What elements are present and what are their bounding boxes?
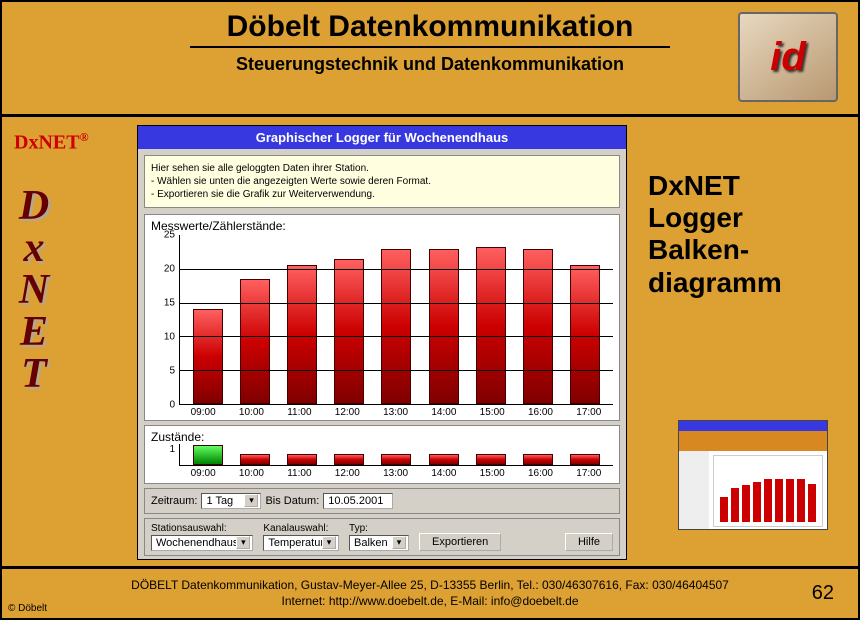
status-block [381, 454, 411, 465]
typ-dropdown[interactable]: Balken [349, 535, 409, 551]
chart-bars [180, 235, 613, 404]
kanal-dropdown[interactable]: Temperatur [263, 535, 339, 551]
bottom-controls: Stationsauswahl: Wochenendhaus Kanalausw… [144, 518, 620, 556]
station-dropdown[interactable]: Wochenendhaus [151, 535, 253, 551]
status-plot [179, 444, 613, 466]
company-logo: id [738, 12, 838, 102]
station-label: Stationsauswahl: [151, 523, 253, 534]
status-block [334, 454, 364, 465]
chart-bar [287, 265, 317, 404]
header-subtitle: Steuerungstechnik und Datenkommunikation [2, 54, 858, 75]
status-y-label: 1 [151, 444, 179, 466]
zeitraum-dropdown[interactable]: 1 Tag [201, 493, 261, 509]
status-block [523, 454, 553, 465]
dxnet-brand-badge: DxNET® [14, 130, 124, 155]
status-panel: Zustände: 1 09:0010:0011:0012:0013:0014:… [144, 425, 620, 484]
logger-window: Graphischer Logger für Wochenendhaus Hie… [137, 125, 627, 560]
time-controls: Zeitraum: 1 Tag Bis Datum: 10.05.2001 [144, 488, 620, 514]
status-block [240, 454, 270, 465]
status-block [287, 454, 317, 465]
page-number: 62 [812, 582, 834, 605]
chart-bar [381, 249, 411, 404]
left-sidebar: DxNET® DxNET [14, 130, 124, 395]
chart-bar [334, 259, 364, 404]
chart-plot [179, 235, 613, 405]
status-block [476, 454, 506, 465]
chart-bar [523, 249, 553, 404]
slide-headline: DxNETLoggerBalken-diagramm [648, 170, 838, 299]
slide: Döbelt Datenkommunikation Steuerungstech… [0, 0, 860, 620]
chart-bar [570, 265, 600, 404]
content-area: DxNET® DxNET Graphischer Logger für Woch… [2, 120, 858, 566]
footer-text: DÖBELT Datenkommunikation, Gustav-Meyer-… [2, 578, 858, 609]
main-chart-panel: Messwerte/Zählerstände: 0510152025 09:00… [144, 214, 620, 421]
y-axis: 0510152025 [151, 235, 179, 405]
right-panel: DxNETLoggerBalken-diagramm [648, 170, 838, 299]
copyright: © Döbelt [8, 603, 47, 614]
screenshot-thumbnail [678, 420, 828, 530]
status-block [570, 454, 600, 465]
bis-datum-field[interactable]: 10.05.2001 [323, 493, 393, 509]
status-x-axis: 09:0010:0011:0012:0013:0014:0015:0016:00… [151, 466, 613, 479]
x-axis: 09:0010:0011:0012:0013:0014:0015:0016:00… [151, 405, 613, 418]
chart-area: 0510152025 [151, 235, 613, 405]
status-title: Zustände: [151, 430, 613, 444]
chart-bar [476, 247, 506, 404]
chart-bar [429, 249, 459, 404]
window-titlebar: Graphischer Logger für Wochenendhaus [138, 126, 626, 149]
slide-header: Döbelt Datenkommunikation Steuerungstech… [2, 2, 858, 117]
status-block [193, 445, 223, 465]
chart-bar [240, 279, 270, 404]
export-button[interactable]: Exportieren [419, 533, 501, 551]
status-block [429, 454, 459, 465]
help-button[interactable]: Hilfe [565, 533, 613, 551]
slide-footer: © Döbelt DÖBELT Datenkommunikation, Gust… [2, 566, 858, 618]
chart-bar [193, 309, 223, 404]
info-box: Hier sehen sie alle geloggten Daten ihre… [144, 155, 620, 208]
chart-title: Messwerte/Zählerstände: [151, 219, 613, 233]
zeitraum-label: Zeitraum: [151, 495, 197, 507]
typ-label: Typ: [349, 523, 409, 534]
dxnet-vertical-text: DxNET [14, 185, 54, 395]
bis-datum-label: Bis Datum: [265, 495, 319, 507]
header-title: Döbelt Datenkommunikation [190, 10, 670, 48]
kanal-label: Kanalauswahl: [263, 523, 339, 534]
